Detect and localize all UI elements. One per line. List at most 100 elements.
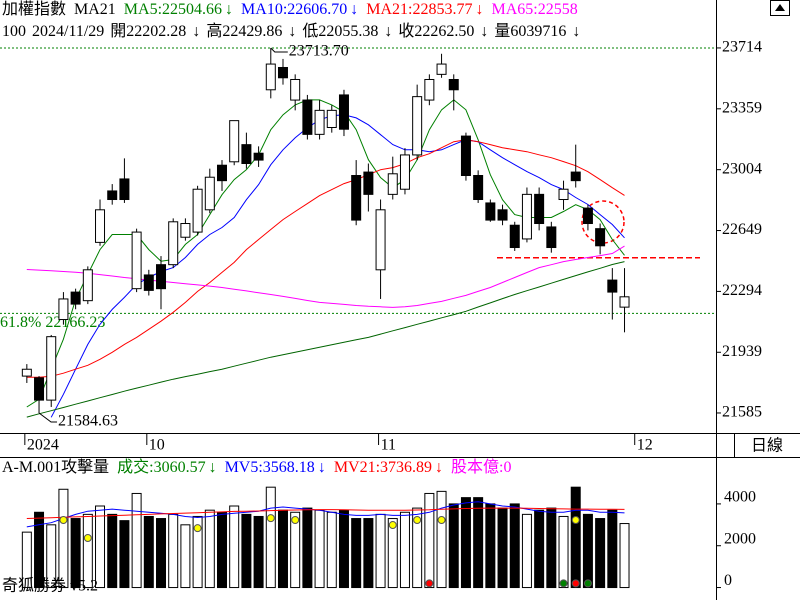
volume-bar [521, 513, 532, 589]
highlight-circle [581, 200, 625, 244]
volume-bar [497, 507, 508, 589]
candle-body [192, 188, 203, 233]
volume-bar [290, 511, 301, 589]
candle-body [351, 175, 362, 221]
candle-body [497, 209, 508, 221]
volume-bar [131, 492, 142, 589]
y-tick-label: 22649 [722, 221, 762, 238]
volume-bar [387, 518, 398, 589]
candle-body [46, 336, 57, 401]
y-tick-label: 4000 [724, 489, 756, 506]
x-tick-label: 11 [381, 437, 396, 454]
volume-bar [570, 486, 581, 589]
signal-dot [83, 533, 92, 542]
volume-bar [21, 531, 32, 589]
candle-body [326, 109, 337, 129]
legend-arrow: ↓ [476, 1, 484, 18]
candle-body [70, 291, 81, 305]
candle-body [204, 176, 215, 211]
chart-subtitle: MA21 [74, 1, 116, 18]
volume-bar [95, 505, 106, 589]
signal-dot [425, 579, 434, 588]
legend-arrow: ↓ [435, 459, 443, 476]
annotation-leader [38, 412, 58, 423]
candle-body [485, 202, 496, 221]
candle-body [460, 135, 471, 177]
candle-body [595, 228, 606, 247]
candle-body [131, 231, 142, 290]
candle-body [338, 94, 349, 130]
y-tick-label: 2000 [724, 530, 756, 547]
candle-body [229, 120, 240, 163]
candle-body [546, 226, 557, 249]
candle-body [399, 154, 410, 190]
volume-bar [58, 488, 69, 589]
y-tick-label: 22294 [722, 282, 762, 299]
candle-body [607, 279, 618, 293]
candle-body [473, 175, 484, 201]
info-item: 2024/11/29 [32, 23, 104, 40]
header: 加權指數 MA21 MA5:22504.66 ↓ MA10:22606.70 ↓ MA21:… [2, 0, 580, 40]
candle-body [619, 296, 630, 308]
y-tick-label: 21939 [722, 343, 762, 360]
signal-dot [266, 514, 275, 523]
volume-bar [156, 518, 167, 589]
volume-bar [582, 513, 593, 589]
legend-entry: MA21:22853.77 [366, 1, 472, 18]
legend-entry: 股本億:0 [451, 458, 511, 476]
legend-entry: 成交:3060.57 [117, 458, 205, 476]
legend-arrow: ↓ [350, 1, 358, 18]
candle-body [143, 274, 154, 291]
volume-bar [546, 507, 557, 589]
volume-bar [119, 520, 130, 589]
volume-bar [168, 513, 179, 589]
volume-bar [180, 524, 191, 589]
volume-bar [192, 515, 203, 589]
volume-bar [473, 497, 484, 589]
candle-body [216, 164, 227, 182]
legend-row: 加權指數 MA21 MA5:22504.66 ↓ MA10:22606.70 ↓ MA21:… [2, 0, 578, 18]
price-panel: 61.8% 22166.23 23713.70 21584.63 [0, 43, 716, 430]
volume-bar [460, 497, 471, 589]
period-label: 日線 [751, 437, 783, 455]
signal-dot [413, 516, 422, 525]
volume-bar [265, 486, 276, 589]
signal-dot [571, 579, 580, 588]
candle-body [363, 171, 374, 195]
legend-entry: MV21:3736.89 [334, 459, 432, 476]
info-item: 量6039716 [494, 23, 566, 40]
volume-bar [302, 507, 313, 589]
legend-entry: MA65:22558 [492, 1, 578, 18]
line-series [26, 245, 625, 308]
x-tick-label: 12 [637, 437, 653, 454]
candle-body [570, 171, 581, 182]
volume-bar [229, 505, 240, 589]
legend-entry: MV5:3568.18 [225, 459, 315, 476]
candle-body [424, 78, 435, 101]
candle-body [168, 221, 179, 266]
signal-dot [388, 521, 397, 530]
candle-body [412, 96, 423, 156]
volume-bar [82, 513, 93, 589]
info-item: ↓ [192, 23, 200, 40]
candle-body [582, 207, 593, 225]
candle-body [277, 66, 288, 79]
legend-arrow: ↓ [318, 459, 326, 476]
volume-bar [253, 515, 264, 589]
info-item: 收22262.50 [398, 22, 474, 40]
volume-bar [399, 511, 410, 589]
line-series [26, 139, 625, 378]
volume-bar [619, 523, 630, 589]
signal-dot [193, 524, 202, 533]
signal-dot [59, 516, 68, 525]
legend-arrow: ↓ [225, 1, 233, 18]
candle-body [302, 99, 313, 135]
volume-bar [326, 511, 337, 589]
axes: 23714 23359 23004 22649 22294 21939 21585 2024 1… [2, 39, 762, 590]
signal-dot [559, 579, 568, 588]
legend-arrow: ↓ [209, 459, 217, 476]
candle-body [156, 264, 167, 290]
candle-body [265, 63, 276, 91]
volume-bar [70, 518, 81, 589]
